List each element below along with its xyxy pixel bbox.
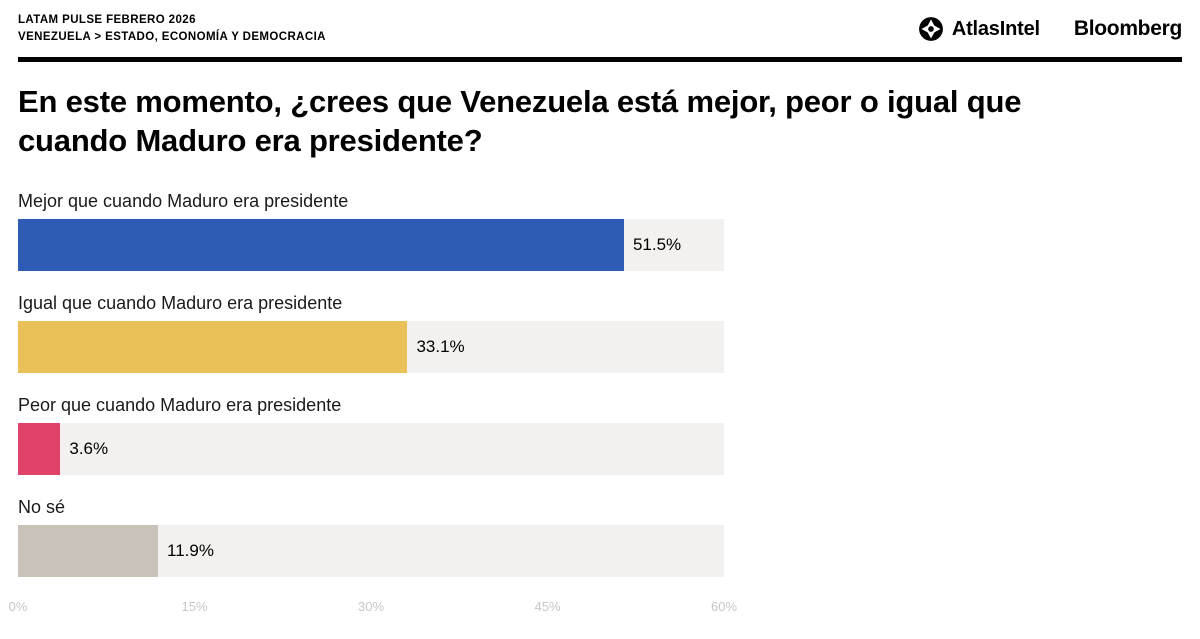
header-kicker: LATAM PULSE FEBRERO 2026 VENEZUELA > EST… [18, 12, 326, 47]
header-divider [18, 56, 1182, 62]
atlasintel-wordmark: AtlasIntel [951, 17, 1040, 40]
x-axis-tick: 30% [357, 598, 385, 614]
bar-label: Igual que cuando Maduro era presidente [18, 292, 343, 313]
header: LATAM PULSE FEBRERO 2026 VENEZUELA > EST… [18, 12, 1182, 47]
question-title: En este momento, ¿crees que Venezuela es… [18, 83, 1022, 159]
bar-value: 51.5% [632, 234, 682, 254]
x-axis-tick: 45% [534, 598, 561, 614]
x-axis-tick: 0% [8, 598, 28, 614]
atlasintel-logo: AtlasIntel [918, 16, 1040, 42]
x-axis-tick: 60% [710, 598, 738, 614]
bar-label: No sé [18, 496, 66, 517]
bloomberg-wordmark: Bloomberg [1073, 17, 1182, 41]
bar-label: Mejor que cuando Maduro era presidente [18, 190, 349, 211]
bar-value: 33.1% [416, 336, 465, 356]
bar-row-mejor: Mejor que cuando Maduro era presidente 5… [18, 191, 724, 271]
bar-track: 3.6% [18, 422, 724, 475]
bar-label: Peor que cuando Maduro era presidente [18, 394, 342, 415]
bar-row-peor: Peor que cuando Maduro era presidente 3.… [18, 395, 724, 475]
x-axis-tick: 15% [181, 598, 208, 614]
bar-value: 3.6% [69, 438, 109, 458]
bar-no-se [18, 524, 159, 577]
bar-track: 51.5% [18, 218, 724, 271]
x-axis: 0% 15% 30% 45% 60% [9, 598, 737, 617]
bar-igual [18, 320, 408, 373]
bar-value: 11.9% [167, 540, 214, 560]
bar-track: 33.1% [18, 320, 724, 373]
atlasintel-icon [918, 16, 944, 42]
breadcrumb: VENEZUELA > ESTADO, ECONOMÍA Y DEMOCRACI… [18, 31, 326, 44]
survey-title: LATAM PULSE FEBRERO 2026 [18, 14, 196, 26]
bar-row-igual: Igual que cuando Maduro era presidente 3… [18, 293, 724, 373]
bar-track: 11.9% [18, 524, 724, 577]
bar-chart: Mejor que cuando Maduro era presidente 5… [9, 191, 737, 617]
bar-peor [18, 422, 61, 475]
bar-mejor [18, 218, 624, 271]
brand-logos: AtlasIntel Bloomberg [918, 16, 1182, 42]
bar-row-no-se: No sé 11.9% [18, 497, 724, 577]
